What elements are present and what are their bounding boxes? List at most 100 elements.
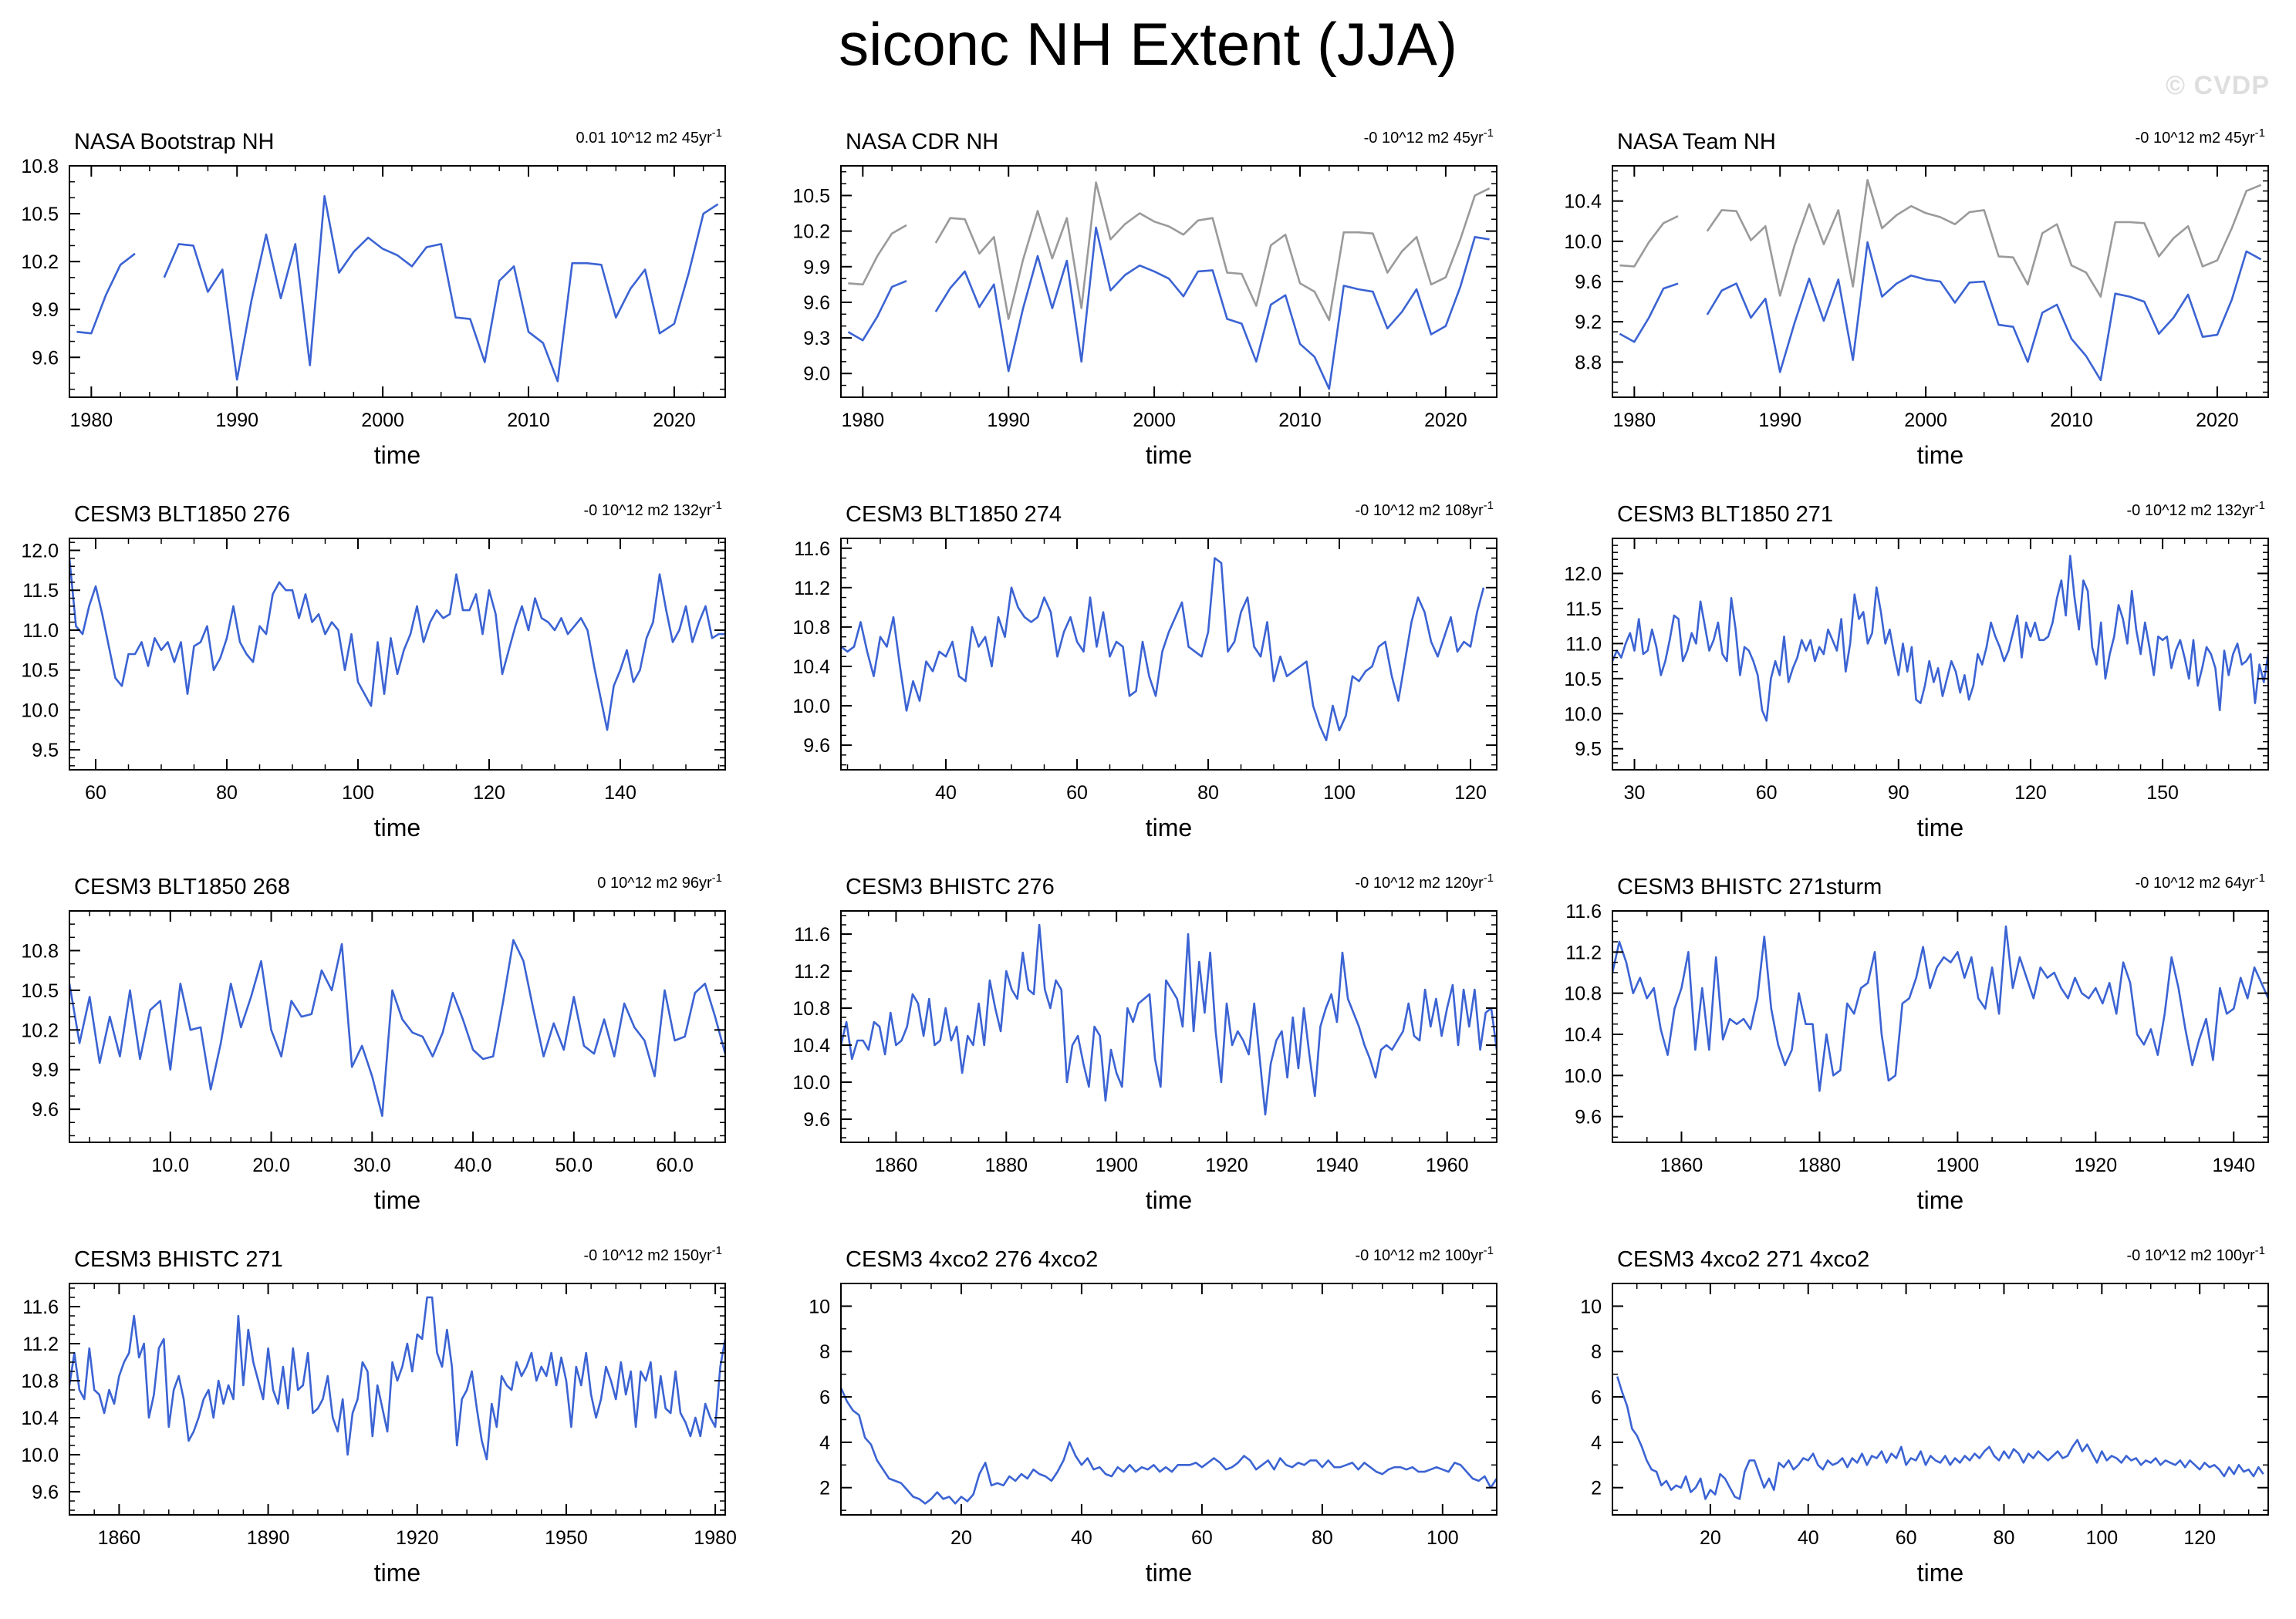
x-axis-title: time xyxy=(1146,814,1192,842)
y-tick-label: 10.4 xyxy=(21,1408,59,1429)
y-tick-label: 10.8 xyxy=(1564,983,1602,1005)
y-tick-label: 10.5 xyxy=(21,980,59,1002)
plot-frame xyxy=(1612,910,2269,1143)
plot-frame xyxy=(69,165,726,398)
panel-title: CESM3 BLT1850 268 xyxy=(74,875,290,899)
x-tick-label: 1880 xyxy=(1798,1155,1842,1176)
x-tick-label: 90 xyxy=(1888,782,1909,804)
y-tick-label: 9.9 xyxy=(32,1060,59,1081)
overlay-series-line xyxy=(848,181,1491,322)
y-tick-label: 9.6 xyxy=(1575,1107,1602,1128)
x-tick-label: 60 xyxy=(1756,782,1778,804)
y-tick-label: 2 xyxy=(819,1478,830,1499)
x-tick-label: 60 xyxy=(1066,782,1088,804)
series-line xyxy=(847,226,1490,390)
panel-title: CESM3 BLT1850 271 xyxy=(1617,502,1833,527)
panel-title: NASA Team NH xyxy=(1617,130,1776,154)
y-tick-label: 10.2 xyxy=(792,221,830,243)
plot-frame xyxy=(840,165,1497,398)
y-tick-label: 8 xyxy=(1591,1341,1602,1363)
y-tick-label: 9.2 xyxy=(1575,312,1602,333)
x-tick-label: 10.0 xyxy=(151,1155,189,1176)
panel-title: CESM3 BHISTC 276 xyxy=(846,875,1055,899)
x-tick-label: 1960 xyxy=(1426,1155,1469,1176)
y-tick-label: 9.0 xyxy=(803,363,830,385)
series-line xyxy=(1619,241,2262,382)
x-tick-label: 2020 xyxy=(2196,410,2239,431)
series-line xyxy=(76,195,719,383)
y-tick-label: 11.5 xyxy=(22,580,59,602)
y-tick-label: 9.6 xyxy=(32,1482,59,1503)
x-tick-label: 120 xyxy=(1454,782,1487,804)
plot-frame xyxy=(840,1283,1497,1516)
x-tick-label: 80 xyxy=(1994,1527,2015,1549)
x-tick-label: 40 xyxy=(935,782,957,804)
x-tick-label: 60 xyxy=(85,782,106,804)
x-tick-label: 100 xyxy=(1427,1527,1459,1549)
y-tick-label: 10.0 xyxy=(21,700,59,721)
x-tick-label: 140 xyxy=(604,782,636,804)
y-tick-label: 8.8 xyxy=(1575,352,1602,373)
trend-label: -0 10^12 m2 108yr-1 xyxy=(1356,499,1494,519)
panel-title: CESM3 4xco2 276 4xco2 xyxy=(846,1247,1098,1272)
trend-label: -0 10^12 m2 45yr-1 xyxy=(2136,126,2265,147)
panel-title: NASA Bootstrap NH xyxy=(74,130,275,154)
plot-frame xyxy=(840,538,1497,771)
x-tick-label: 150 xyxy=(2146,782,2179,804)
y-tick-label: 9.5 xyxy=(1575,739,1602,761)
y-tick-label: 11.0 xyxy=(22,620,59,642)
x-tick-label: 100 xyxy=(1323,782,1356,804)
y-tick-label: 11.6 xyxy=(22,1297,59,1318)
series-line xyxy=(69,1296,725,1461)
x-tick-label: 40 xyxy=(1071,1527,1092,1549)
y-tick-label: 9.6 xyxy=(32,347,59,369)
x-axis-title: time xyxy=(1146,441,1192,469)
x-axis-title: time xyxy=(374,814,420,842)
x-tick-label: 60.0 xyxy=(656,1155,694,1176)
panel-title: CESM3 4xco2 271 4xco2 xyxy=(1617,1247,1869,1272)
x-tick-label: 40.0 xyxy=(454,1155,492,1176)
series-line xyxy=(69,558,725,731)
x-tick-label: 2010 xyxy=(1278,410,1322,431)
y-tick-label: 10.0 xyxy=(792,1072,830,1094)
x-tick-label: 120 xyxy=(2014,782,2047,804)
y-tick-label: 2 xyxy=(1591,1478,1602,1499)
x-axis-title: time xyxy=(1917,1186,1963,1214)
panel-title: CESM3 BHISTC 271 xyxy=(74,1247,283,1272)
panel-title: CESM3 BLT1850 276 xyxy=(74,502,290,527)
y-tick-label: 10.4 xyxy=(792,656,830,678)
page-title: siconc NH Extent (JJA) xyxy=(839,10,1457,78)
x-tick-label: 2010 xyxy=(2050,410,2093,431)
x-axis-title: time xyxy=(1146,1559,1192,1587)
y-tick-label: 9.6 xyxy=(803,735,830,757)
y-tick-label: 10.5 xyxy=(1564,669,1602,690)
y-tick-label: 6 xyxy=(1591,1387,1602,1408)
x-axis-title: time xyxy=(1146,1186,1192,1214)
x-tick-label: 1900 xyxy=(1095,1155,1138,1176)
y-tick-label: 8 xyxy=(819,1341,830,1363)
x-tick-label: 2020 xyxy=(1424,410,1467,431)
x-tick-label: 30 xyxy=(1624,782,1646,804)
y-tick-label: 6 xyxy=(819,1387,830,1408)
x-axis-title: time xyxy=(1917,441,1963,469)
x-tick-label: 40 xyxy=(1798,1527,1819,1549)
y-tick-label: 10.0 xyxy=(792,696,830,717)
x-tick-label: 1940 xyxy=(1315,1155,1359,1176)
x-axis-title: time xyxy=(374,1186,420,1214)
y-tick-label: 11.2 xyxy=(794,961,830,983)
panel-12: 20 40 60 80 100 120 2 4 6 8 10 CESM3 4xco2 271 4xco… xyxy=(1580,1244,2269,1587)
x-tick-label: 1980 xyxy=(842,410,885,431)
x-tick-label: 1920 xyxy=(396,1527,439,1549)
panel-title: CESM3 BLT1850 274 xyxy=(846,502,1062,527)
x-tick-label: 120 xyxy=(2183,1527,2216,1549)
trend-label: -0 10^12 m2 100yr-1 xyxy=(2127,1244,2266,1264)
x-tick-label: 2000 xyxy=(361,410,404,431)
series-line xyxy=(841,1387,1497,1505)
panel-3: 1980 1990 2000 2010 2020 8.8 9.2 9.6 10.0 10.4 NAS… xyxy=(1564,126,2269,469)
panel-5: 40 60 80 100 120 9.6 10.0 10.4 10.8 11.2 11.6 CESM3… xyxy=(792,499,1497,842)
trend-label: -0 10^12 m2 64yr-1 xyxy=(2136,872,2265,892)
x-tick-label: 2020 xyxy=(653,410,696,431)
x-tick-label: 1920 xyxy=(2075,1155,2118,1176)
y-tick-label: 4 xyxy=(819,1432,830,1454)
